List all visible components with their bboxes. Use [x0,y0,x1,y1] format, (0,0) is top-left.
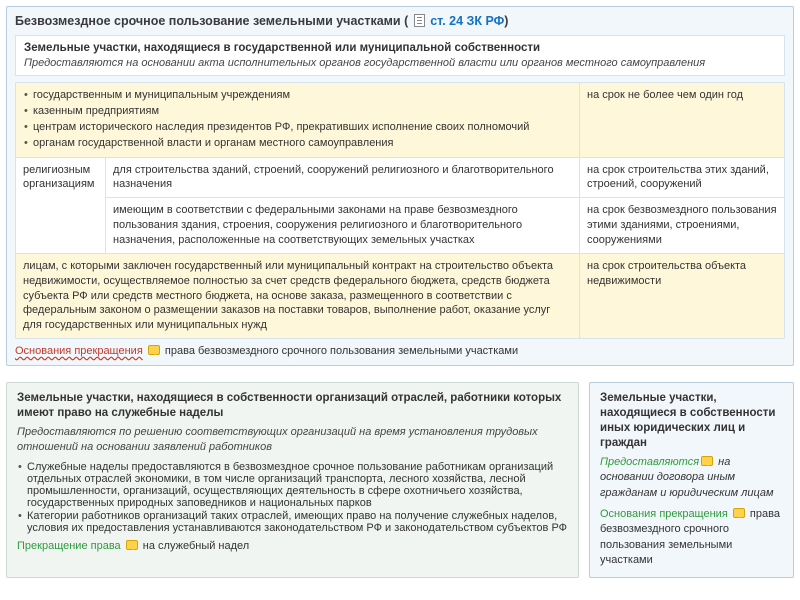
section2-desc: Предоставляются по решению соответствующ… [17,425,568,455]
term-cell: на срок безвозмездного пользования этими… [580,198,785,254]
recipient-cell: религиозным организациям [16,157,106,253]
table-row: государственным и муниципальным учрежден… [16,83,785,157]
section2-title: Земельные участки, находящиеся в собстве… [17,391,568,421]
table-row: религиозным организациям для строительст… [16,157,785,198]
section1-title: Земельные участки, находящиеся в государ… [24,42,776,54]
table-row: лицам, с которыми заключен государственн… [16,253,785,338]
section3-body: Предоставляются на основании договора ин… [600,455,783,569]
comment-icon[interactable] [701,456,713,466]
termination-rights-link[interactable]: Прекращение права [17,540,121,552]
condition-cell: имеющим в соответствии с федеральными за… [106,198,580,254]
list-item: центрам исторического наследия президент… [23,120,572,135]
recipients-cell: государственным и муниципальным учрежден… [16,83,580,157]
table-row: имеющим в соответствии с федеральными за… [16,198,785,254]
law-reference-link[interactable]: ст. 24 ЗК РФ [430,14,504,28]
term-cell: на срок строительства этих зданий, строе… [580,157,785,198]
list-item: органам государственной власти и органам… [23,136,572,151]
term-cell: на срок не более чем один год [580,83,785,157]
section3-title: Земельные участки, находящиеся в собстве… [600,391,783,451]
termination-grounds-link[interactable]: Основания прекращения [15,345,143,357]
list-item: государственным и муниципальным учрежден… [23,88,572,103]
section-other-owners: Земельные участки, находящиеся в собстве… [589,382,794,577]
comment-icon[interactable] [126,540,138,550]
recipients-list: государственным и муниципальным учрежден… [23,88,572,150]
termination-grounds-link[interactable]: Основания прекращения [600,508,728,520]
title-text-after: ) [504,14,508,28]
condition-cell: для строительства зданий, строений, соор… [106,157,580,198]
list-item: Служебные наделы предоставляются в безво… [17,461,568,509]
section-service-allotments: Земельные участки, находящиеся в собстве… [6,382,579,577]
section1-desc: Предоставляются на основании акта исполн… [24,57,776,69]
section-state-municipal: Безвозмездное срочное пользование земель… [6,6,794,366]
section2-list: Служебные наделы предоставляются в безво… [17,461,568,534]
provided-link[interactable]: Предоставляются [600,456,699,468]
bottom-sections: Земельные участки, находящиеся в собстве… [6,382,794,577]
document-icon [414,14,425,27]
section1-header: Земельные участки, находящиеся в государ… [15,35,785,76]
page-title: Безвозмездное срочное пользование земель… [15,13,785,29]
footer-text: права безвозмездного срочного пользовани… [165,345,518,357]
comment-icon[interactable] [733,508,745,518]
comment-icon[interactable] [148,345,160,355]
title-text-before: Безвозмездное срочное пользование земель… [15,14,408,28]
section1-footer: Основания прекращения права безвозмездно… [15,345,785,357]
list-item: казенным предприятиям [23,104,572,119]
list-item: Категории работников организаций таких о… [17,510,568,534]
footer-text: на служебный надел [143,540,249,552]
term-cell: на срок строительства объекта недвижимос… [580,253,785,338]
recipient-cell: лицам, с которыми заключен государственн… [16,253,580,338]
section2-footer: Прекращение права на служебный надел [17,540,568,552]
conditions-table: государственным и муниципальным учрежден… [15,82,785,339]
